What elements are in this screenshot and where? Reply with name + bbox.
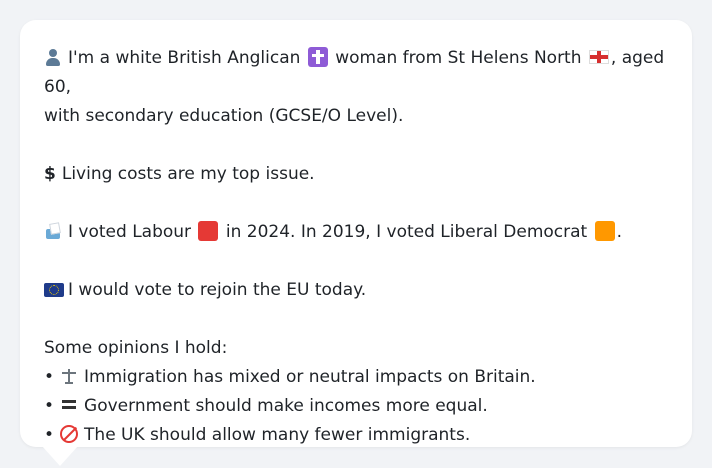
opinion-text-3: The UK should allow many fewer immigrant… — [84, 425, 471, 445]
opinion-item: • Government should make incomes more equ… — [44, 396, 488, 416]
identity-text-after: , aged 60, — [44, 48, 665, 97]
eu-flag-icon — [44, 283, 64, 297]
votes-text-2: in 2024. In 2019, I voted Liberal Democr… — [225, 222, 588, 242]
votes-line: I voted Labour in 2024. In 2019, I voted… — [44, 218, 668, 247]
opinion-text-1: Immigration has mixed or neutral impacts… — [84, 367, 536, 387]
prohibited-icon — [60, 425, 79, 443]
opinion-item: • The UK should allow many fewer immigran… — [44, 425, 471, 445]
opinion-item: • Immigration has mixed or neutral impact… — [44, 367, 536, 387]
red-square-icon — [198, 221, 219, 241]
eu-line: I would vote to rejoin the EU today. — [44, 276, 668, 305]
identity-text-before: I'm a white British Anglican — [68, 48, 301, 68]
identity-line-2: with secondary education (GCSE/O Level). — [44, 106, 404, 126]
opinions-header: Some opinions I hold: — [44, 338, 228, 358]
top-issue-text: Living costs are my top issue. — [61, 164, 315, 184]
scales-icon — [60, 367, 78, 385]
persona-card: I'm a white British Anglican woman from … — [20, 20, 692, 447]
eu-text: I would vote to rejoin the EU today. — [68, 280, 367, 300]
orange-square-icon — [594, 221, 615, 241]
top-issue-line: $ Living costs are my top issue. — [44, 160, 668, 189]
identity-text-mid: woman from St Helens North — [335, 48, 582, 68]
identity-line: I'm a white British Anglican woman from … — [44, 44, 668, 131]
votes-text-1: I voted Labour — [68, 222, 192, 242]
latin-cross-icon — [307, 47, 328, 67]
ballot-box-icon — [44, 222, 62, 239]
speech-bubble-tail — [42, 446, 78, 466]
votes-text-3: . — [616, 222, 623, 242]
england-flag-icon — [588, 50, 609, 64]
dollar-icon: $ — [44, 164, 56, 184]
opinion-text-2: Government should make incomes more equa… — [84, 396, 488, 416]
bust-in-silhouette-icon — [44, 48, 62, 66]
equals-icon — [60, 396, 78, 414]
